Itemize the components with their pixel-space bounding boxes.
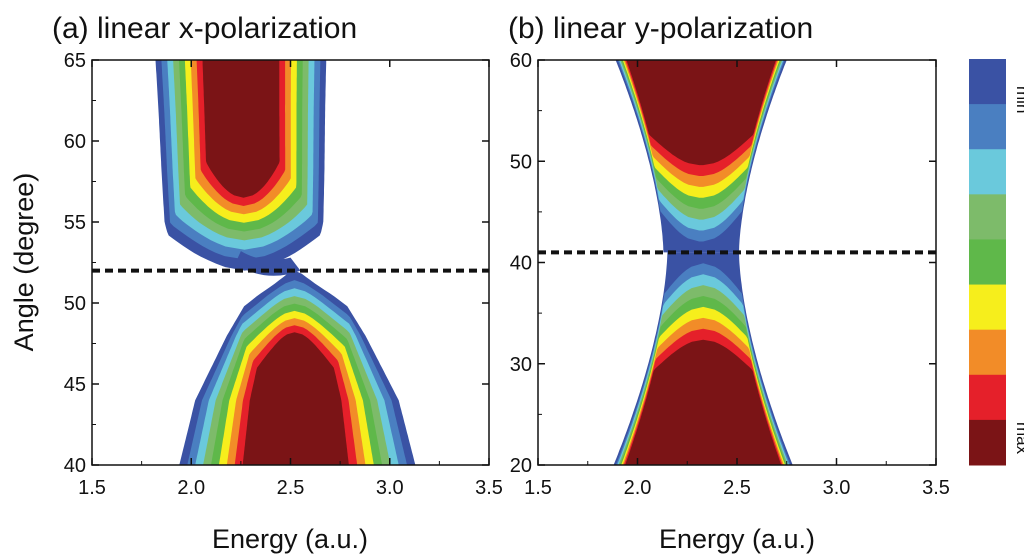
- panel-b: (b) linear y-polarization 1.5 2.0 2.5 3.0 3.…: [508, 12, 950, 554]
- colorbar: min max: [969, 59, 1024, 466]
- panel-b-ytick-label-4: 60: [510, 50, 532, 72]
- panel-a-xtick-label-0: 1.5: [78, 477, 106, 499]
- colorbar-level-8: [969, 374, 1006, 421]
- colorbar-swatches: [969, 59, 1006, 466]
- panel-a-title: (a) linear x-polarization: [52, 12, 357, 45]
- colorbar-min-label: min: [1013, 86, 1024, 113]
- panel-b-ytick-label-2: 40: [510, 253, 532, 275]
- panel-a-ytick-label-5: 65: [64, 50, 86, 72]
- panel-b-xtick-label-2: 2.5: [723, 477, 751, 499]
- colorbar-level-5: [969, 239, 1006, 286]
- panel-b-ytick-label-1: 30: [510, 354, 532, 376]
- panel-a-xtick-label-1: 2.0: [177, 477, 205, 499]
- colorbar-level-9: [969, 419, 1006, 466]
- panel-b-ytick-label-3: 50: [510, 151, 532, 173]
- panel-b-ticks: 1.5 2.0 2.5 3.0 3.5 20 30 40 50 60: [510, 50, 950, 499]
- panel-b-lower-level-9: [625, 339, 782, 465]
- panel-a-ytick-label-1: 45: [64, 374, 86, 396]
- colorbar-level-1: [969, 59, 1006, 105]
- panel-b-plot-area: [613, 60, 793, 465]
- panel-a-xlabel: Energy (a.u.): [212, 524, 368, 554]
- panel-b-upper-level-9: [626, 60, 776, 166]
- panel-a-ylabel: Angle (degree): [9, 173, 39, 352]
- colorbar-level-2: [969, 104, 1006, 150]
- panel-a-ytick-label-4: 60: [64, 131, 86, 153]
- panel-a-xtick-label-4: 3.5: [475, 477, 503, 499]
- panel-a: (a) linear x-polarization 1.5 2.0 2.5 3.0 3.…: [9, 12, 503, 554]
- panel-b-xlabel: Energy (a.u.): [659, 524, 815, 554]
- panel-a-ticks: 1.5 2.0 2.5 3.0 3.5 40 45 50 55 60 65: [64, 50, 503, 499]
- panel-a-xtick-label-2: 2.5: [277, 477, 305, 499]
- panel-b-xtick-label-0: 1.5: [524, 477, 552, 499]
- colorbar-level-3: [969, 149, 1006, 195]
- panel-b-xtick-label-3: 3.0: [823, 477, 851, 499]
- panel-a-upper-lobe-level-9: [202, 60, 280, 198]
- colorbar-level-7: [969, 329, 1006, 376]
- panel-b-xtick-label-1: 2.0: [624, 477, 652, 499]
- panel-a-lower-lobe-level-9: [242, 332, 349, 465]
- panel-a-ytick-label-2: 50: [64, 293, 86, 315]
- panel-b-xtick-label-4: 3.5: [922, 477, 950, 499]
- panel-a-ytick-label-0: 40: [64, 455, 86, 477]
- panel-b-title: (b) linear y-polarization: [508, 12, 813, 45]
- panel-a-ytick-label-3: 55: [64, 212, 86, 234]
- colorbar-level-6: [969, 284, 1006, 331]
- panel-b-ytick-label-0: 20: [510, 455, 532, 477]
- panel-a-plot-area: [155, 60, 416, 465]
- panel-a-xtick-label-3: 3.0: [376, 477, 404, 499]
- colorbar-max-label: max: [1013, 422, 1024, 455]
- colorbar-level-4: [969, 194, 1006, 240]
